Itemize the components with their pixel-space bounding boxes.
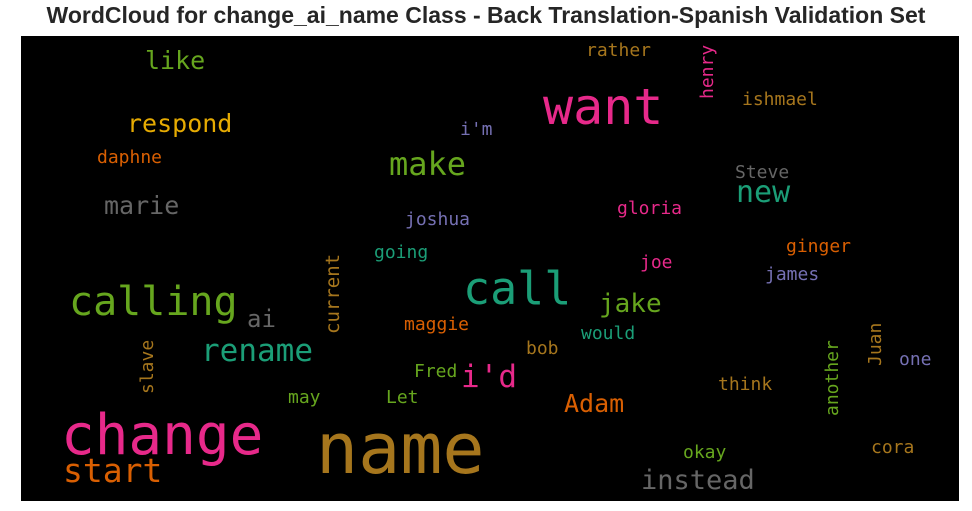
word-daphne: daphne: [97, 147, 163, 168]
word-may: may: [288, 387, 321, 408]
word-steve: Steve: [735, 162, 790, 183]
word-calling: calling: [69, 279, 238, 325]
word-respond: respond: [127, 109, 233, 138]
word-i-d: i'd: [461, 359, 517, 395]
word-maggie: maggie: [404, 314, 470, 335]
word-rather: rather: [586, 40, 652, 61]
word-ai: ai: [247, 305, 276, 333]
word-would: would: [581, 323, 636, 344]
word-joshua: joshua: [405, 209, 471, 230]
word-jake: jake: [599, 289, 662, 319]
word-henry: henry: [697, 44, 718, 99]
word-ginger: ginger: [786, 236, 852, 257]
word-like: like: [145, 46, 206, 75]
word-cora: cora: [871, 437, 915, 458]
word-i-m: i'm: [460, 119, 493, 140]
word-new: new: [736, 175, 791, 210]
word-name: name: [316, 408, 485, 490]
word-make: make: [389, 145, 467, 183]
word-adam: Adam: [564, 389, 625, 418]
word-want: want: [543, 78, 664, 136]
word-rename: rename: [201, 333, 313, 369]
word-think: think: [718, 374, 773, 395]
word-another: another: [822, 340, 843, 416]
word-juan: Juan: [865, 322, 886, 366]
word-instead: instead: [641, 465, 755, 496]
word-joe: joe: [640, 252, 673, 273]
chart-title: WordCloud for change_ai_name Class - Bac…: [46, 2, 926, 28]
wordcloud-canvas: name change want call calling start make rename…: [21, 36, 959, 501]
word-fred: Fred: [414, 361, 458, 382]
word-call: call: [463, 262, 572, 315]
word-current: current: [322, 253, 344, 334]
word-marie: marie: [104, 191, 180, 220]
word-ishmael: ishmael: [742, 89, 818, 110]
word-james: james: [765, 264, 820, 285]
word-slave: slave: [137, 339, 158, 394]
word-okay: okay: [683, 442, 727, 463]
word-one: one: [899, 349, 932, 370]
word-start: start: [63, 451, 163, 490]
word-change: change: [61, 403, 264, 468]
word-gloria: gloria: [617, 198, 683, 219]
word-going: going: [374, 242, 429, 263]
word-let: Let: [386, 387, 419, 408]
word-bob: bob: [526, 338, 559, 359]
